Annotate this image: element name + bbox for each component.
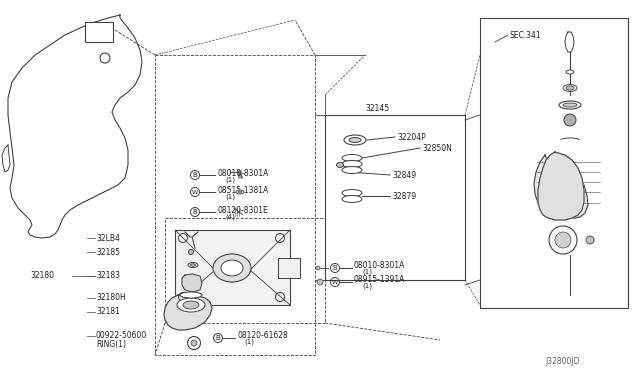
Text: 08515-1381A: 08515-1381A — [217, 186, 268, 195]
Text: SEC.341: SEC.341 — [510, 31, 541, 39]
Polygon shape — [8, 15, 142, 238]
Bar — [85, 22, 113, 42]
Ellipse shape — [342, 189, 362, 196]
Text: (1): (1) — [362, 269, 372, 275]
Circle shape — [188, 337, 200, 350]
Text: 08010-8301A: 08010-8301A — [354, 262, 405, 270]
Circle shape — [586, 236, 594, 244]
Ellipse shape — [180, 292, 202, 298]
Ellipse shape — [337, 163, 344, 167]
Ellipse shape — [566, 86, 574, 90]
Ellipse shape — [236, 190, 244, 194]
Bar — [165, 218, 325, 323]
Polygon shape — [164, 295, 212, 330]
Bar — [278, 258, 300, 278]
Ellipse shape — [563, 84, 577, 92]
Text: J32800JD: J32800JD — [545, 357, 579, 366]
Text: 32183: 32183 — [96, 272, 120, 280]
Ellipse shape — [213, 254, 251, 282]
Circle shape — [555, 232, 571, 248]
Circle shape — [317, 279, 323, 285]
Text: W: W — [332, 279, 338, 285]
Ellipse shape — [342, 160, 362, 167]
Ellipse shape — [238, 191, 242, 193]
Text: (1): (1) — [225, 177, 235, 183]
Ellipse shape — [563, 103, 577, 107]
Bar — [175, 230, 290, 305]
Text: (1): (1) — [362, 283, 372, 289]
Text: 32850N: 32850N — [422, 144, 452, 153]
Text: 32145: 32145 — [365, 103, 389, 112]
Circle shape — [316, 266, 320, 270]
Text: 08915-1391A: 08915-1391A — [354, 276, 405, 285]
Ellipse shape — [349, 138, 361, 142]
Bar — [155, 55, 315, 355]
Text: (1): (1) — [225, 194, 235, 200]
Text: 32180: 32180 — [30, 272, 54, 280]
Ellipse shape — [191, 264, 195, 266]
Text: 32185: 32185 — [96, 247, 120, 257]
Polygon shape — [534, 155, 588, 218]
Circle shape — [549, 226, 577, 254]
Polygon shape — [538, 152, 584, 220]
Text: 32204P: 32204P — [397, 132, 426, 141]
Text: 32180H: 32180H — [96, 294, 125, 302]
Text: (4): (4) — [225, 214, 235, 220]
Ellipse shape — [344, 135, 366, 145]
Text: B: B — [216, 335, 220, 341]
Text: 08010-8301A: 08010-8301A — [217, 169, 268, 177]
Polygon shape — [565, 32, 574, 52]
Text: 32LB4: 32LB4 — [96, 234, 120, 243]
Text: 32181: 32181 — [96, 308, 120, 317]
Bar — [480, 18, 628, 308]
Circle shape — [189, 250, 193, 254]
Ellipse shape — [221, 260, 243, 276]
Circle shape — [564, 114, 576, 126]
Text: B: B — [333, 265, 337, 271]
Polygon shape — [2, 145, 10, 172]
Ellipse shape — [566, 70, 574, 74]
Text: RING(1): RING(1) — [96, 340, 126, 349]
Ellipse shape — [188, 263, 198, 267]
Text: B: B — [193, 172, 197, 178]
Ellipse shape — [342, 154, 362, 161]
Text: (1): (1) — [244, 339, 254, 345]
Ellipse shape — [559, 101, 581, 109]
Text: W: W — [192, 189, 198, 195]
Bar — [325, 115, 465, 280]
Text: 08120-61628: 08120-61628 — [237, 331, 288, 340]
Text: B: B — [193, 209, 197, 215]
Ellipse shape — [342, 167, 362, 173]
Ellipse shape — [342, 196, 362, 202]
Text: 00922-50600: 00922-50600 — [96, 331, 147, 340]
Polygon shape — [182, 274, 202, 292]
Ellipse shape — [177, 298, 205, 312]
Text: 08120-8301E: 08120-8301E — [217, 205, 268, 215]
Circle shape — [191, 340, 197, 346]
Text: 32879: 32879 — [392, 192, 416, 201]
Text: 32849: 32849 — [392, 170, 416, 180]
Ellipse shape — [183, 301, 199, 309]
